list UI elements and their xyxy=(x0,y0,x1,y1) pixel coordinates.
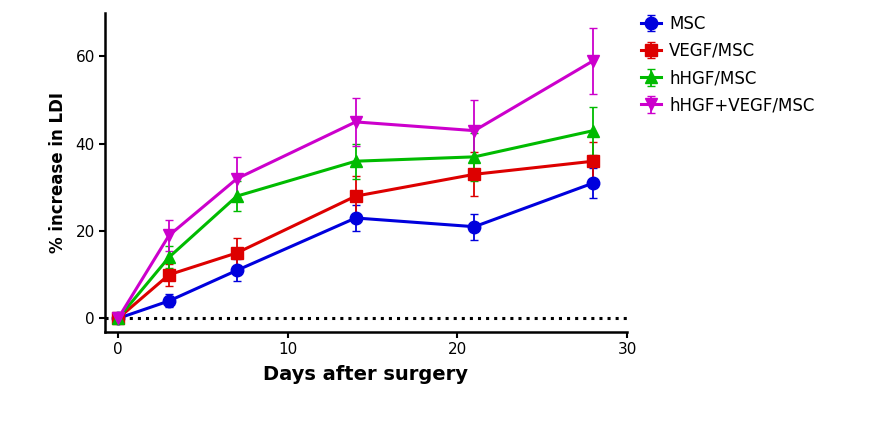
Y-axis label: % increase in LDI: % increase in LDI xyxy=(49,92,67,252)
X-axis label: Days after surgery: Days after surgery xyxy=(263,365,469,384)
Legend: MSC, VEGF/MSC, hHGF/MSC, hHGF+VEGF/MSC: MSC, VEGF/MSC, hHGF/MSC, hHGF+VEGF/MSC xyxy=(641,15,814,114)
